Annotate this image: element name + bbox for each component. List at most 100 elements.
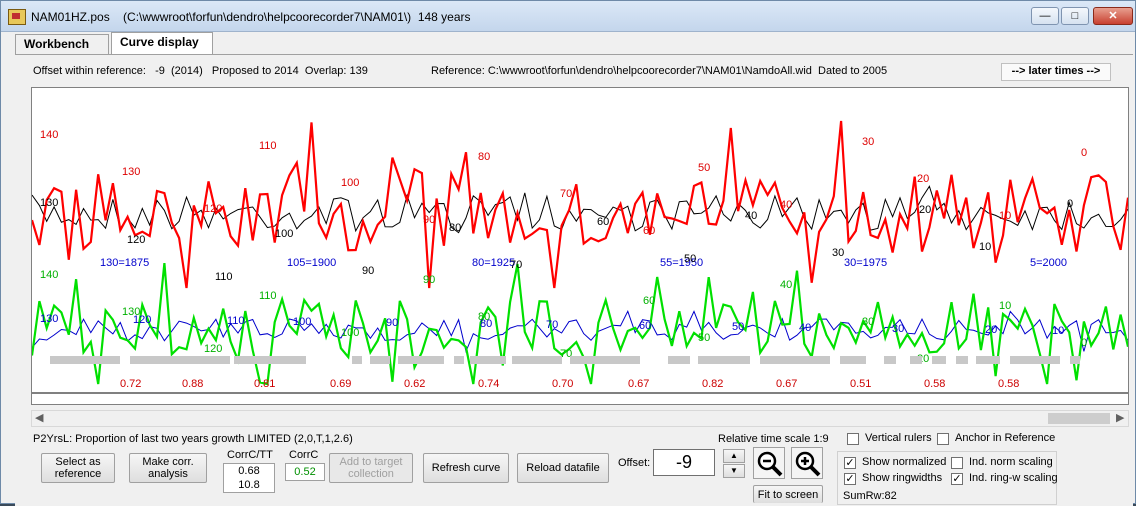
horizontal-scrollbar[interactable]: ◀ ▶ [31,410,1129,427]
ind-ring-w-scaling-label: Ind. ring-w scaling [969,472,1058,484]
green-value-label: 0 [1081,337,1087,349]
blue-value-label: 90 [386,317,398,329]
overlap-segment [398,356,444,364]
overlap-segment [50,356,120,364]
scrollbar-thumb[interactable] [1048,413,1110,424]
black-value-label: 80 [449,222,461,234]
blue-value-label: 80 [480,318,492,330]
black-value-label: 100 [275,228,293,240]
tab-workbench[interactable]: Workbench [15,34,109,54]
make-corr-analysis-button[interactable]: Make corr. analysis [129,453,207,483]
correlation-value: 0.69 [330,378,351,390]
vertical-rulers-label: Vertical rulers [865,432,932,444]
add-to-target-collection-button[interactable]: Add to target collection [329,453,413,483]
red-value-label: 120 [204,203,222,215]
zoom-in-icon [795,451,821,477]
correlation-value: 0.82 [702,378,723,390]
blue-value-label: 30 [892,323,904,335]
window-title: NAM01HZ.pos (C:\wwwroot\forfun\dendro\he… [31,10,471,24]
reference-info: Reference: C:\wwwroot\forfun\dendro\help… [431,65,888,77]
overlap-segment [570,356,640,364]
correlation-value: 0.51 [850,378,871,390]
maximize-button[interactable]: □ [1061,7,1089,25]
blue-value-label: 70 [546,319,558,331]
correlation-value: 0.72 [120,378,141,390]
blue-value-label: 120 [133,314,151,326]
black-value-label: 10 [979,241,991,253]
ind-norm-scaling-checkbox[interactable] [951,457,963,469]
blue-value-label: 40 [799,322,811,334]
red-value-label: 50 [698,162,710,174]
blue-series-line [32,310,1128,354]
correlation-value: 0.62 [404,378,425,390]
correlation-value: 0.70 [552,378,573,390]
green-value-label: 40 [780,279,792,291]
overlap-segment [1010,356,1060,364]
black-value-label: 30 [832,247,844,259]
offset-label: Offset: [618,457,651,469]
scroll-right-icon[interactable]: ▶ [1116,412,1125,424]
black-value-label: 120 [127,234,145,246]
black-value-label: 90 [362,265,374,277]
green-value-label: 120 [204,343,222,355]
curve-plot[interactable]: 130=1875 105=1900 80=1925 55=1950 30=1975 5=2… [31,87,1129,405]
year-label: 55=1950 [660,257,703,269]
green-value-label: 50 [698,332,710,344]
overlap-segment [234,356,306,364]
minimize-button[interactable]: — [1031,7,1059,25]
overlap-segment [910,356,922,364]
red-series-line [32,120,1128,289]
correlation-value: 0.58 [924,378,945,390]
red-value-label: 0 [1081,147,1087,159]
year-label: 105=1900 [287,257,336,269]
zoom-out-button[interactable] [753,447,785,479]
tab-curve-display[interactable]: Curve display [111,32,213,55]
ind-ring-w-scaling-checkbox[interactable]: ✓ [951,473,963,485]
black-value-label: 50 [684,253,696,265]
black-value-label: 60 [597,216,609,228]
anchor-in-reference-checkbox[interactable] [937,433,949,445]
close-button[interactable]: ✕ [1093,7,1133,25]
correlation-value: 0.67 [776,378,797,390]
offset-up-button[interactable]: ▲ [723,449,745,463]
red-value-label: 100 [341,177,359,189]
show-ringwidths-checkbox[interactable]: ✓ [844,473,856,485]
offset-down-button[interactable]: ▼ [723,464,745,478]
overlap-segment [352,356,362,364]
select-as-reference-button[interactable]: Select as reference [41,453,115,483]
red-value-label: 80 [478,151,490,163]
black-value-label: 70 [510,259,522,271]
reload-datafile-button[interactable]: Reload datafile [517,453,609,483]
scroll-left-icon[interactable]: ◀ [35,412,44,424]
correlation-value: 0.81 [254,378,275,390]
title-bar[interactable]: NAM01HZ.pos (C:\wwwroot\forfun\dendro\he… [1,1,1135,32]
green-value-label: 10 [999,300,1011,312]
black-value-label: 40 [745,210,757,222]
blue-value-label: 50 [732,321,744,333]
blue-value-label: 100 [293,316,311,328]
red-value-label: 70 [560,188,572,200]
vertical-rulers-checkbox[interactable] [847,433,859,445]
overlap-segment [760,356,830,364]
corrc-label: CorrC [289,449,319,461]
fit-to-screen-button[interactable]: Fit to screen [753,485,823,503]
green-value-label: 130 [122,306,140,318]
overlap-segment [698,356,750,364]
blue-value-label: 60 [639,320,651,332]
later-times-button[interactable]: --> later times --> [1001,63,1111,81]
refresh-curve-button[interactable]: Refresh curve [423,453,509,483]
anchor-in-reference-label: Anchor in Reference [955,432,1056,444]
blue-value-label: 20 [985,324,997,336]
zoom-in-button[interactable] [791,447,823,479]
corrc-tt-value2: 10.8 [238,479,260,491]
correlation-value: 0.74 [478,378,499,390]
green-value-label: 60 [643,295,655,307]
offset-info: Offset within reference: -9 (2014) Propo… [33,65,368,77]
offset-input[interactable]: -9 [653,449,715,476]
green-value-label: 100 [341,327,359,339]
show-normalized-checkbox[interactable]: ✓ [844,457,856,469]
green-value-label: 110 [259,290,277,302]
green-series-line [32,262,1128,386]
corrc-value: 0.52 [285,463,325,481]
overlap-segment [130,356,230,364]
